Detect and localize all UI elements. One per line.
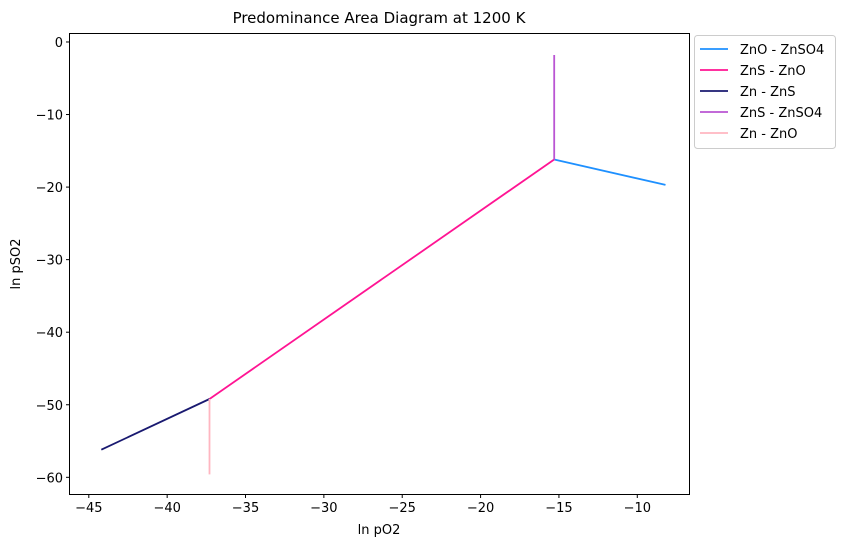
legend-label-3: ZnS - ZnSO4 [740,106,822,121]
x-tick-label: −15 [545,501,572,516]
legend-label-4: Zn - ZnO [740,127,797,142]
series-line-1 [208,158,555,400]
y-tick-label: −30 [36,254,63,269]
y-axis: 0 −10 −20 −30 −40 −50 −60 [36,36,70,486]
legend-label-1: ZnS - ZnO [740,64,806,79]
series-line-0 [553,158,666,186]
x-tick-label: −35 [232,501,259,516]
y-tick-label: −60 [36,471,63,486]
legend-label-0: ZnO - ZnSO4 [740,43,824,58]
x-tick-label: −45 [75,501,102,516]
x-tick-label: −40 [153,501,180,516]
series-line-2 [100,398,210,451]
y-tick-label: −20 [36,181,63,196]
legend-box [694,35,836,149]
x-axis: −45 −40 −35 −30 −25 −20 −15 −10 [75,494,651,516]
y-tick-label: −50 [36,399,63,414]
y-tick-label: −40 [36,326,63,341]
y-tick-label: 0 [55,36,63,51]
plot-area-frame [69,33,690,495]
x-axis-label: ln pO2 [358,523,401,538]
x-tick-label: −10 [624,501,651,516]
x-tick-label: −20 [467,501,494,516]
series-layer [100,55,666,475]
legend-label-2: Zn - ZnS [740,85,796,100]
y-axis-label: ln pSO2 [9,239,24,290]
x-tick-label: −30 [310,501,337,516]
x-tick-label: −25 [389,501,416,516]
y-tick-label: −10 [36,109,63,124]
chart-title: Predominance Area Diagram at 1200 K [233,9,527,27]
legend: ZnO - ZnSO4 ZnS - ZnO Zn - ZnS ZnS - ZnSO4 Z… [694,35,836,149]
